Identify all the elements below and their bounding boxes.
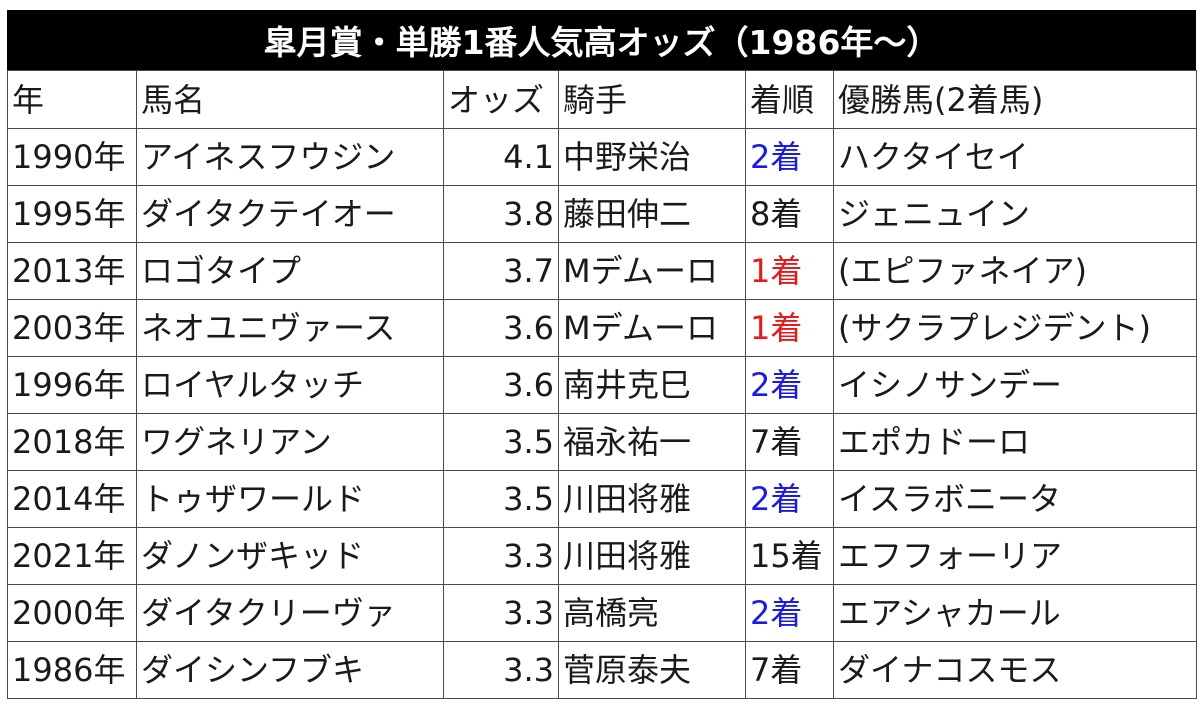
cell-winner: ハクタイセイ [833,128,1197,186]
cell-horse: ネオユニヴァース [136,299,444,357]
table-row: 2003年 ネオユニヴァース 3.6 Mデムーロ 1着 (サクラプレジデント) [7,299,1197,357]
cell-horse: ダイシンフブキ [136,641,444,699]
table-row: 2021年 ダノンザキッド 3.3 川田将雅 15着 エフフォーリア [7,527,1197,585]
cell-horse: トゥザワールド [136,470,444,528]
cell-winner: エポカドーロ [833,413,1197,471]
cell-odds: 3.3 [443,527,559,585]
cell-place: 2着 [745,356,834,414]
cell-jockey: 藤田伸二 [558,185,746,243]
cell-winner: エアシャカール [833,584,1197,642]
header-horse: 馬名 [136,70,444,129]
table-row: 1995年 ダイタクテイオー 3.8 藤田伸二 8着 ジェニュイン [7,185,1197,243]
table-row: 2013年 ロゴタイプ 3.7 Mデムーロ 1着 (エピファネイア) [7,242,1197,300]
cell-odds: 3.7 [443,242,559,300]
cell-jockey: 中野栄治 [558,128,746,186]
cell-jockey: 川田将雅 [558,470,746,528]
table-row: 1996年 ロイヤルタッチ 3.6 南井克巳 2着 イシノサンデー [7,356,1197,414]
cell-place: 2着 [745,584,834,642]
cell-odds: 4.1 [443,128,559,186]
cell-jockey: Mデムーロ [558,299,746,357]
cell-place: 7着 [745,641,834,699]
cell-odds: 3.6 [443,356,559,414]
table-row: 2000年 ダイタクリーヴァ 3.3 高橋亮 2着 エアシャカール [7,584,1197,642]
table-row: 2014年 トゥザワールド 3.5 川田将雅 2着 イスラボニータ [7,470,1197,528]
cell-jockey: 菅原泰夫 [558,641,746,699]
cell-year: 1995年 [7,185,137,243]
header-place: 着順 [745,70,834,129]
cell-year: 2003年 [7,299,137,357]
cell-year: 2014年 [7,470,137,528]
cell-place: 2着 [745,470,834,528]
cell-year: 1990年 [7,128,137,186]
cell-horse: ロゴタイプ [136,242,444,300]
cell-place: 8着 [745,185,834,243]
cell-jockey: Mデムーロ [558,242,746,300]
cell-winner: (サクラプレジデント) [833,299,1197,357]
cell-place: 1着 [745,242,834,300]
cell-year: 1996年 [7,356,137,414]
cell-winner: ダイナコスモス [833,641,1197,699]
cell-jockey: 川田将雅 [558,527,746,585]
odds-table-sheet: 皐月賞・単勝1番人気高オッズ（1986年～） 年 馬名 オッズ 騎手 着順 優勝… [7,10,1197,713]
cell-winner: (エピファネイア) [833,242,1197,300]
cell-place: 7着 [745,413,834,471]
cell-horse: ダイタクリーヴァ [136,584,444,642]
cell-winner: エフフォーリア [833,527,1197,585]
table-row: 1990年 アイネスフウジン 4.1 中野栄治 2着 ハクタイセイ [7,128,1197,186]
cell-jockey: 南井克巳 [558,356,746,414]
cell-winner: イスラボニータ [833,470,1197,528]
table-row: 1986年 ダイシンフブキ 3.3 菅原泰夫 7着 ダイナコスモス [7,641,1197,699]
cell-odds: 3.5 [443,470,559,528]
cell-odds: 3.3 [443,641,559,699]
cell-winner: ジェニュイン [833,185,1197,243]
cell-year: 1986年 [7,641,137,699]
cell-horse: ダノンザキッド [136,527,444,585]
cell-jockey: 福永祐一 [558,413,746,471]
cell-odds: 3.5 [443,413,559,471]
odds-table: 年 馬名 オッズ 騎手 着順 優勝馬(2着馬) 1990年 アイネスフウジン 4… [7,70,1197,699]
cell-odds: 3.8 [443,185,559,243]
header-odds: オッズ [443,70,559,129]
cell-horse: ロイヤルタッチ [136,356,444,414]
table-row: 2018年 ワグネリアン 3.5 福永祐一 7着 エポカドーロ [7,413,1197,471]
cell-horse: アイネスフウジン [136,128,444,186]
cell-place: 2着 [745,128,834,186]
header-winner: 優勝馬(2着馬) [833,70,1197,129]
table-title: 皐月賞・単勝1番人気高オッズ（1986年～） [7,10,1196,70]
cell-odds: 3.3 [443,584,559,642]
cell-jockey: 高橋亮 [558,584,746,642]
header-year: 年 [7,70,137,129]
header-jockey: 騎手 [558,70,746,129]
cell-place: 15着 [745,527,834,585]
cell-place: 1着 [745,299,834,357]
cell-horse: ワグネリアン [136,413,444,471]
cell-year: 2021年 [7,527,137,585]
cell-year: 2013年 [7,242,137,300]
cell-year: 2018年 [7,413,137,471]
cell-year: 2000年 [7,584,137,642]
cell-odds: 3.6 [443,299,559,357]
header-row: 年 馬名 オッズ 騎手 着順 優勝馬(2着馬) [7,70,1197,129]
cell-horse: ダイタクテイオー [136,185,444,243]
cell-winner: イシノサンデー [833,356,1197,414]
